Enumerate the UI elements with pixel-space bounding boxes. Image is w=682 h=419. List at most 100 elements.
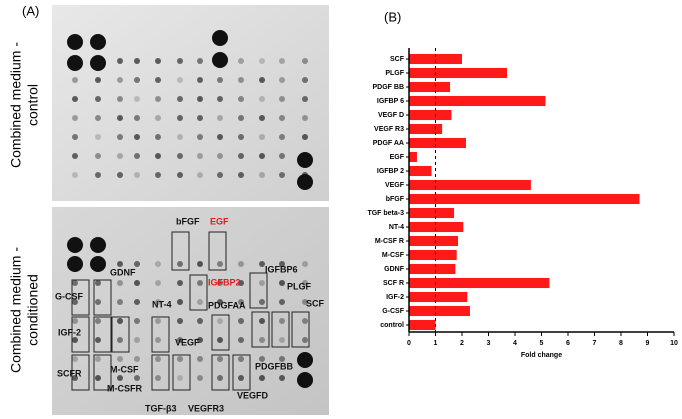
spot <box>117 153 123 159</box>
y-tick-label: IGFBP 6 <box>377 98 404 105</box>
spot <box>134 375 140 381</box>
spot <box>217 115 223 121</box>
spot <box>155 299 161 305</box>
spot <box>117 299 123 305</box>
spot <box>238 172 244 178</box>
spot <box>72 280 78 286</box>
spot <box>72 96 78 102</box>
spot <box>134 337 140 343</box>
bar <box>409 109 452 121</box>
spot <box>90 237 106 253</box>
y-tick-label: EGF <box>390 154 405 161</box>
spot <box>197 337 203 343</box>
spot <box>302 318 308 324</box>
x-tick-label: 1 <box>434 340 438 347</box>
spot <box>117 58 123 64</box>
spot <box>72 318 78 324</box>
row-label: Combined medium - <box>8 42 24 168</box>
spot <box>238 261 244 267</box>
spot <box>279 356 285 362</box>
bar <box>409 53 462 65</box>
spot <box>297 152 313 168</box>
spot <box>197 261 203 267</box>
spot <box>72 337 78 343</box>
spot <box>155 356 161 362</box>
spot <box>259 153 265 159</box>
spot-label: PDGFBB <box>255 361 294 371</box>
spot <box>279 375 285 381</box>
bar <box>409 151 417 163</box>
spot-label: GDNF <box>110 267 136 277</box>
spot <box>95 337 101 343</box>
x-axis-label: Fold change <box>521 352 562 359</box>
x-tick-label: 2 <box>460 340 464 347</box>
spot-label: PDGFAA <box>208 300 246 310</box>
spot <box>155 375 161 381</box>
spot <box>117 337 123 343</box>
spot <box>217 153 223 159</box>
bar <box>409 95 546 107</box>
bar <box>409 263 456 275</box>
spot <box>279 134 285 140</box>
spots <box>67 30 313 388</box>
x-tick-label: 8 <box>619 340 623 347</box>
spot <box>177 96 183 102</box>
spot <box>117 375 123 381</box>
spot <box>259 280 265 286</box>
spot <box>117 280 123 286</box>
x-tick-label: 6 <box>566 340 570 347</box>
spot-label: PLGF <box>287 281 312 291</box>
spot <box>197 375 203 381</box>
spot <box>155 318 161 324</box>
spot <box>72 172 78 178</box>
spot <box>279 318 285 324</box>
spot <box>217 375 223 381</box>
spot <box>259 318 265 324</box>
spot <box>197 134 203 140</box>
y-tick-label: GDNF <box>384 266 405 273</box>
spot <box>259 58 265 64</box>
y-tick-label: IGF-2 <box>386 294 404 301</box>
spot <box>212 52 228 68</box>
bar <box>409 81 451 93</box>
spot <box>177 261 183 267</box>
spot <box>279 96 285 102</box>
spot <box>95 280 101 286</box>
spot <box>238 58 244 64</box>
spot <box>279 280 285 286</box>
spot <box>117 134 123 140</box>
spot <box>217 337 223 343</box>
spot <box>177 280 183 286</box>
spot <box>238 280 244 286</box>
spot <box>238 356 244 362</box>
x-tick-label: 10 <box>670 340 678 347</box>
spot-label: M-CSFR <box>107 383 142 393</box>
x-tick-label: 5 <box>540 340 544 347</box>
spot <box>67 256 83 272</box>
spot-label: TGF-β3 <box>145 403 177 413</box>
spot <box>134 153 140 159</box>
spot <box>95 356 101 362</box>
spot <box>95 115 101 121</box>
spot <box>117 356 123 362</box>
x-tick-label: 7 <box>593 340 597 347</box>
spot <box>134 318 140 324</box>
spot <box>259 172 265 178</box>
spot <box>279 153 285 159</box>
spot <box>90 256 106 272</box>
bar <box>409 291 468 303</box>
spot <box>155 172 161 178</box>
spot <box>95 134 101 140</box>
spot <box>90 34 106 50</box>
spot <box>177 337 183 343</box>
bar <box>409 193 640 205</box>
spot <box>134 261 140 267</box>
spot <box>238 134 244 140</box>
spot <box>259 77 265 83</box>
spot <box>217 318 223 324</box>
spot <box>279 77 285 83</box>
y-tick-label: TGF beta-3 <box>367 210 404 217</box>
spot <box>302 134 308 140</box>
spot-label: VEGFR3 <box>188 403 224 413</box>
